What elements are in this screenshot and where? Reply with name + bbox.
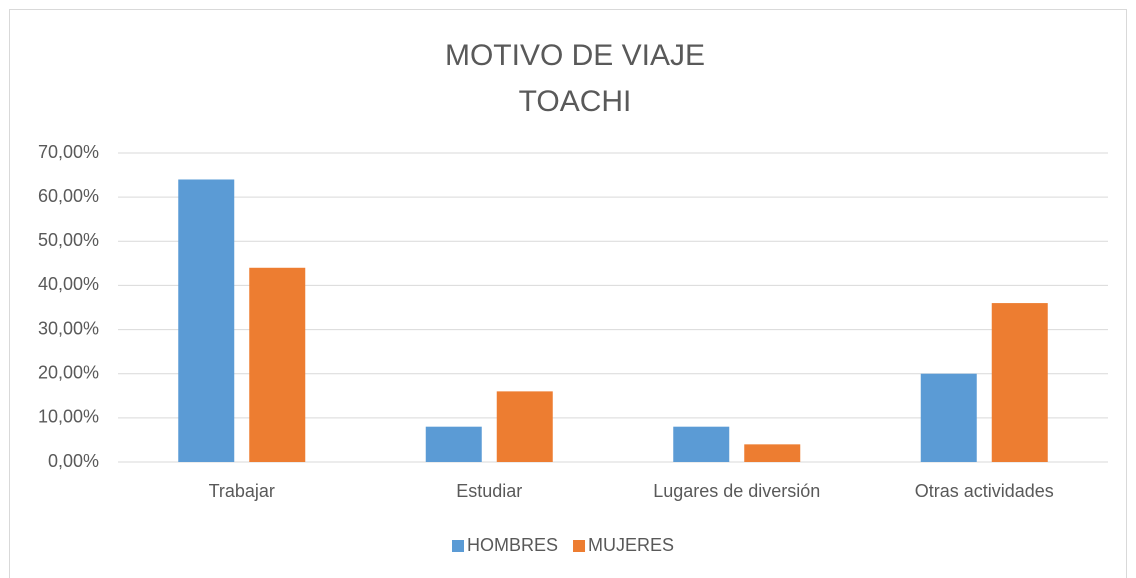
legend-label: MUJERES: [588, 535, 674, 555]
chart-title: TOACHI: [519, 85, 632, 118]
chart-title: MOTIVO DE VIAJE: [445, 39, 705, 72]
legend-swatch: [452, 540, 464, 552]
y-tick-label: 30,00%: [38, 318, 99, 338]
legend-swatch: [573, 540, 586, 552]
bar: [744, 444, 801, 462]
y-tick-label: 60,00%: [38, 186, 99, 206]
y-tick-label: 10,00%: [38, 407, 99, 427]
bar: [991, 303, 1048, 462]
bar: [920, 373, 977, 462]
y-tick-label: 0,00%: [48, 451, 99, 471]
bar: [178, 179, 235, 462]
bar: [673, 426, 730, 462]
y-tick-label: 70,00%: [38, 142, 99, 162]
legend-label: HOMBRES: [467, 535, 558, 555]
x-tick-label: Lugares de diversión: [653, 481, 820, 501]
y-tick-label: 50,00%: [38, 230, 99, 250]
bar: [249, 267, 306, 462]
bar: [425, 426, 482, 462]
x-tick-label: Estudiar: [456, 481, 522, 501]
y-tick-label: 40,00%: [38, 274, 99, 294]
x-tick-label: Otras actividades: [915, 481, 1054, 501]
bar: [496, 391, 553, 462]
x-tick-label: Trabajar: [209, 481, 275, 501]
y-tick-label: 20,00%: [38, 362, 99, 382]
